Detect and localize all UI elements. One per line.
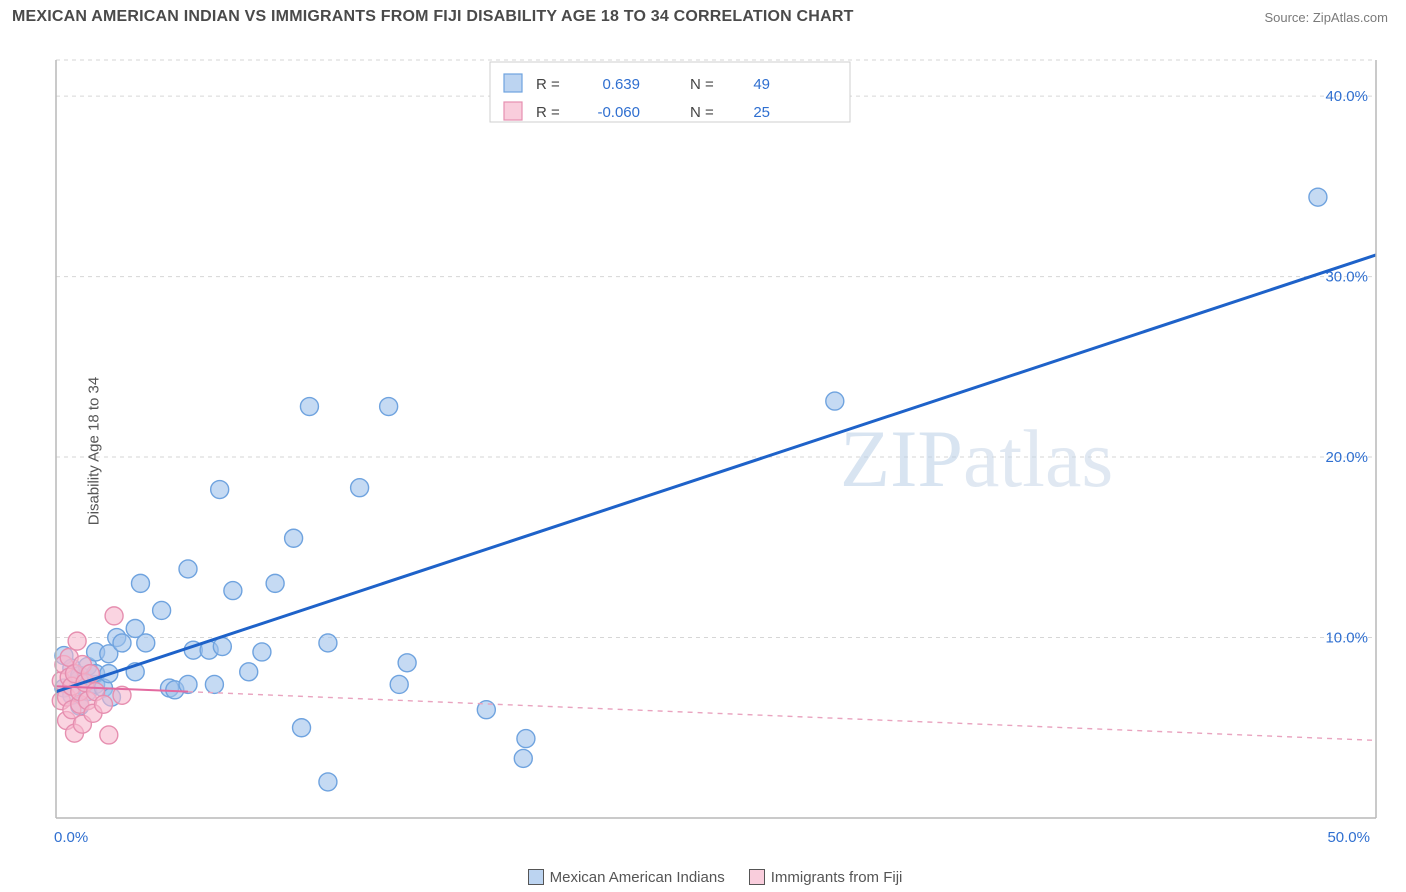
scatter-point-blue [1309,188,1327,206]
svg-text:0.639: 0.639 [602,76,640,93]
scatter-point-pink [105,607,123,625]
scatter-point-pink [100,726,118,744]
correlation-scatter-chart: ZIPatlas 10.0% 20.0% 30.0% 40.0% 0.0% 50.0% R =… [50,46,1390,856]
regression-line-blue [56,255,1376,692]
svg-text:N =: N = [690,104,714,121]
scatter-point-blue [131,574,149,592]
scatter-point-blue [300,398,318,416]
scatter-point-blue [351,479,369,497]
scatter-point-blue [240,663,258,681]
scatter-point-blue [514,749,532,767]
regression-extrapolation-pink [188,692,1376,741]
y-axis-label: Disability Age 18 to 34 [86,377,103,525]
svg-text:R =: R = [536,76,560,93]
chart-header: MEXICAN AMERICAN INDIAN VS IMMIGRANTS FR… [0,0,1406,30]
y-tick-label: 20.0% [1325,449,1368,466]
scatter-point-blue [266,574,284,592]
svg-text:R =: R = [536,104,560,121]
svg-text:-0.060: -0.060 [597,104,640,121]
scatter-point-blue [205,675,223,693]
svg-text:ZIPatlas: ZIPatlas [840,413,1113,504]
legend-swatch-blue [504,74,522,92]
legend-label-pink: Immigrants from Fiji [771,869,903,886]
page-title: MEXICAN AMERICAN INDIAN VS IMMIGRANTS FR… [12,8,854,26]
scatter-point-blue [224,582,242,600]
svg-text:N =: N = [690,76,714,93]
y-tick-label: 10.0% [1325,630,1368,647]
chart-container: Disability Age 18 to 34 ZIPatlas 10.0% 20.… [50,46,1390,856]
svg-text:49: 49 [753,76,770,93]
scatter-point-blue [319,773,337,791]
legend-swatch-pink [749,869,765,885]
scatter-point-blue [380,398,398,416]
scatter-point-blue [179,560,197,578]
scatter-point-blue [319,634,337,652]
scatter-point-pink [68,632,86,650]
scatter-point-blue [293,719,311,737]
scatter-point-blue [285,529,303,547]
svg-text:25: 25 [753,104,770,121]
scatter-point-pink [95,695,113,713]
scatter-point-blue [137,634,155,652]
x-tick-label: 0.0% [54,829,88,846]
scatter-point-blue [517,730,535,748]
scatter-point-blue [390,675,408,693]
legend-swatch-blue [528,869,544,885]
scatter-point-blue [826,392,844,410]
scatter-point-blue [253,643,271,661]
scatter-point-blue [211,481,229,499]
source-link[interactable]: ZipAtlas.com [1313,10,1388,25]
scatter-point-blue [153,601,171,619]
legend-label-blue: Mexican American Indians [550,869,725,886]
scatter-point-blue [113,634,131,652]
legend-swatch-pink [504,102,522,120]
legend-bottom: Mexican American Indians Immigrants from … [0,869,1406,886]
source-label: Source: ZipAtlas.com [1264,10,1388,25]
scatter-point-blue [398,654,416,672]
y-tick-label: 40.0% [1325,88,1368,105]
x-tick-label: 50.0% [1327,829,1370,846]
y-tick-label: 30.0% [1325,269,1368,286]
